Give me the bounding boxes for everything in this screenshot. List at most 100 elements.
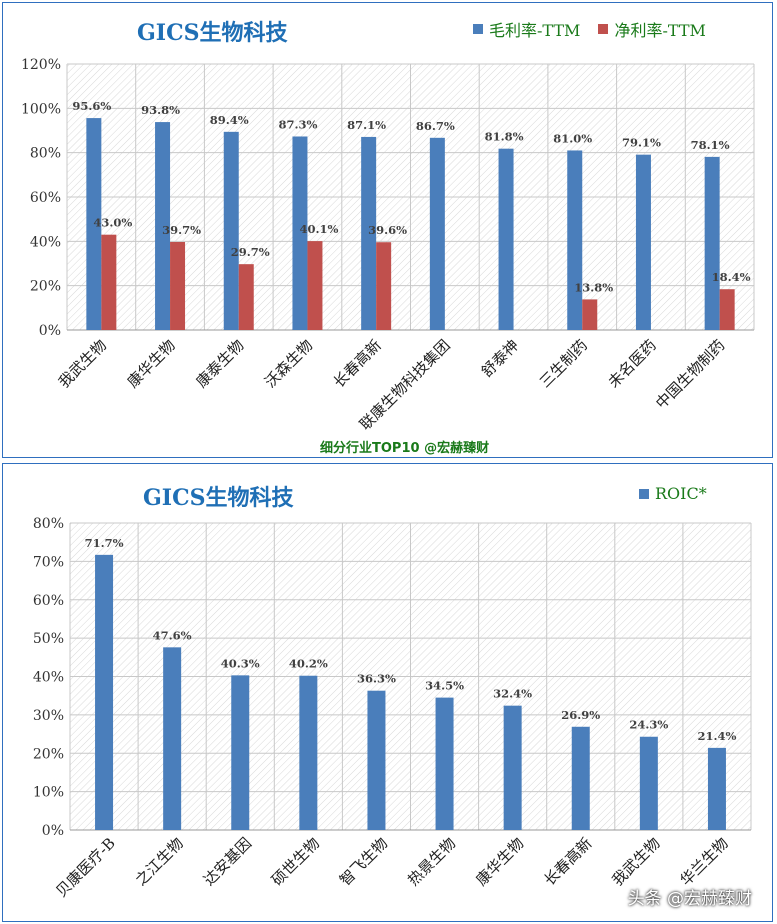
x-tick-label: 中国生物制药 [652, 336, 728, 412]
data-label: 93.8% [141, 103, 180, 117]
data-label: 87.1% [347, 118, 386, 132]
y-tick-label: 60% [30, 190, 61, 206]
watermark: 头条 @宏赫臻财 [627, 889, 752, 909]
x-tick-label: 智飞生物 [336, 834, 391, 889]
y-tick-label: 60% [33, 593, 64, 609]
data-label: 40.1% [299, 222, 338, 236]
x-tick-label: 华兰生物 [677, 834, 732, 889]
bar [567, 150, 583, 330]
chart-legend: ROIC* [639, 484, 725, 503]
bar [376, 242, 392, 330]
data-label: 40.3% [221, 656, 260, 670]
chart-panel-margins: GICS生物科技 毛利率-TTM 净利率-TTM 0% 20% 40% 60% 80% 1… [2, 2, 773, 458]
x-tick-label: 长春高新 [330, 336, 385, 391]
data-label: 81.8% [485, 130, 524, 144]
data-label: 36.3% [357, 672, 396, 686]
y-tick-label: 0% [39, 323, 61, 339]
y-tick-label: 70% [33, 554, 64, 570]
data-label: 21.4% [697, 729, 736, 743]
bar [95, 554, 114, 830]
legend-item-roic: ROIC* [639, 484, 707, 503]
data-label: 39.6% [368, 223, 407, 237]
bar [307, 241, 323, 330]
x-tick-label: 热景生物 [404, 834, 459, 889]
x-tick-label: 长春高新 [540, 834, 595, 889]
bar [292, 136, 308, 330]
bar [635, 154, 651, 330]
legend-item-net-margin: 净利率-TTM [598, 17, 706, 41]
data-label: 81.0% [553, 131, 592, 145]
data-label: 43.0% [93, 216, 132, 230]
x-tick-label: 硕世生物 [268, 834, 323, 889]
y-tick-label: 30% [33, 708, 64, 724]
x-tick-label: 我武生物 [55, 336, 110, 391]
bar [223, 131, 239, 330]
data-label: 71.7% [85, 536, 124, 550]
legend-swatch-icon [639, 488, 649, 499]
bar [435, 697, 454, 830]
chart-title: GICS生物科技 [137, 20, 288, 46]
y-tick-label: 40% [30, 234, 61, 250]
x-tick-label: 三生制药 [536, 336, 591, 391]
bar [367, 690, 386, 830]
data-label: 32.4% [493, 687, 532, 701]
legend-label: 净利率-TTM [614, 21, 706, 40]
x-tick-label: 舒泰神 [478, 336, 523, 381]
bar [238, 264, 254, 330]
data-label: 89.4% [210, 113, 249, 127]
bar [582, 299, 598, 330]
bar [719, 289, 735, 330]
x-tick-label: 贝康医疗-B [52, 834, 119, 901]
y-tick-label: 120% [21, 57, 61, 73]
bar [704, 156, 720, 330]
x-tick-label: 沃森生物 [261, 336, 316, 391]
data-label: 24.3% [629, 718, 668, 732]
x-tick-label: 康华生物 [472, 834, 527, 889]
y-tick-label: 80% [30, 146, 61, 162]
bar [86, 118, 102, 330]
bar [361, 136, 377, 330]
data-label: 87.3% [278, 117, 317, 131]
y-tick-label: 80% [33, 516, 64, 532]
chart-footer: 细分行业TOP10 @宏赫臻财 [320, 441, 490, 456]
x-tick-label: 康泰生物 [192, 336, 247, 391]
x-tick-label: 未名医药 [605, 336, 660, 391]
data-label: 78.1% [691, 138, 730, 152]
y-tick-label: 20% [33, 746, 64, 762]
chart-title: GICS生物科技 [143, 485, 294, 511]
bar [639, 736, 658, 830]
data-label: 40.2% [289, 657, 328, 671]
bar [707, 747, 726, 830]
y-tick-label: 20% [30, 279, 61, 295]
bar [498, 148, 514, 330]
bar [155, 122, 171, 331]
bar [299, 675, 318, 830]
bar [571, 726, 590, 830]
y-tick-label: 0% [42, 823, 64, 839]
y-tick-label: 40% [33, 670, 64, 686]
legend-swatch-icon [598, 24, 609, 34]
legend-item-gross-margin: 毛利率-TTM [473, 17, 580, 41]
bar [503, 705, 522, 830]
roic-bar-chart: 0% 10% 20% 30% 40% 50% 60% 70% 80% 71.7% 47.6% 40.3… [33, 516, 752, 901]
data-label: 86.7% [416, 119, 455, 133]
data-label: 79.1% [622, 136, 661, 150]
bar [231, 675, 250, 830]
x-tick-label: 之江生物 [132, 834, 187, 889]
y-tick-label: 10% [33, 785, 64, 801]
x-tick-label: 达安基因 [200, 834, 255, 889]
data-label: 34.5% [425, 679, 464, 693]
data-label: 18.4% [712, 270, 751, 284]
data-label: 39.7% [162, 223, 201, 237]
x-tick-label: 康华生物 [124, 336, 179, 391]
y-tick-label: 100% [21, 101, 61, 117]
data-label: 26.9% [561, 708, 600, 722]
data-label: 95.6% [72, 99, 111, 113]
chart-panel-roic: GICS生物科技 ROIC* 0% 10% 20% 30% 40% 50% 60% 70% 80… [2, 463, 773, 922]
bar [101, 234, 117, 330]
data-label: 13.8% [574, 280, 613, 294]
legend-label: ROIC* [655, 484, 707, 503]
bar [429, 137, 445, 330]
legend-label: 毛利率-TTM [489, 21, 581, 40]
data-label: 47.6% [153, 628, 192, 642]
